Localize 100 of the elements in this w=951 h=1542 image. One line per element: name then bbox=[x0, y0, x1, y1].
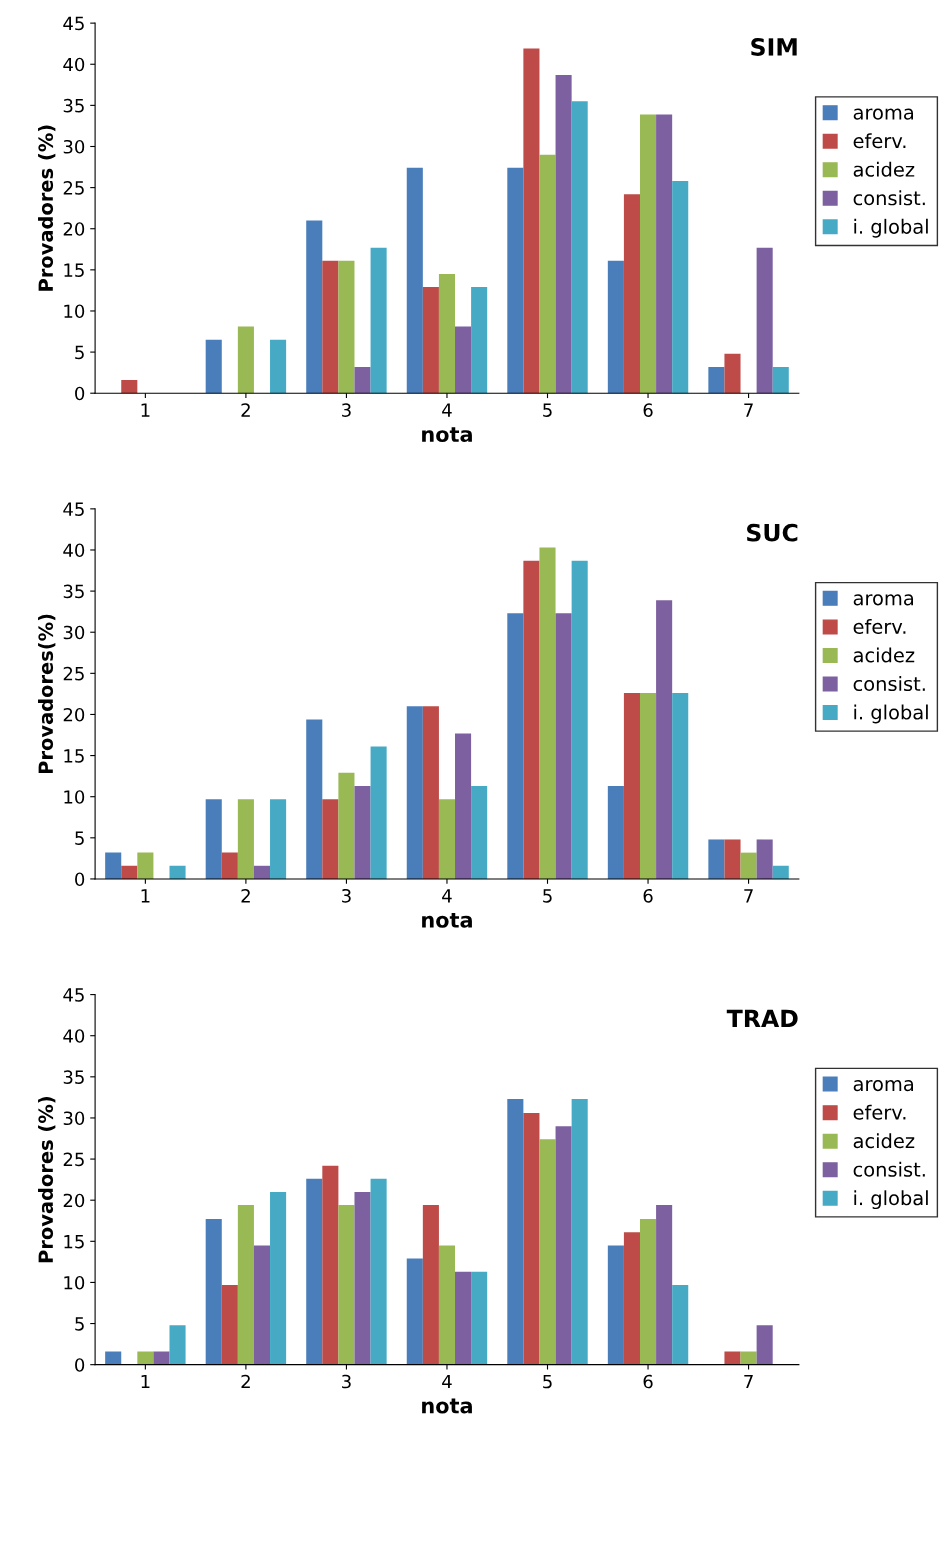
legend-label: eferv. bbox=[853, 1104, 906, 1120]
legend-label: i. global bbox=[854, 704, 928, 724]
bar bbox=[455, 733, 472, 879]
bar bbox=[708, 366, 725, 394]
bar bbox=[105, 852, 122, 879]
bar bbox=[471, 786, 488, 879]
legend-label: aroma bbox=[853, 108, 913, 120]
bar bbox=[571, 560, 588, 879]
bar bbox=[740, 852, 757, 879]
bar bbox=[539, 154, 556, 394]
bar bbox=[523, 1113, 540, 1365]
bar bbox=[322, 260, 339, 394]
y-tick-label: 25 bbox=[63, 1152, 84, 1167]
y-tick-label: 30 bbox=[63, 139, 85, 154]
bar bbox=[153, 1351, 170, 1365]
bar bbox=[507, 613, 524, 879]
bar bbox=[724, 353, 741, 394]
bar bbox=[338, 1205, 355, 1365]
bar bbox=[623, 194, 640, 394]
bar bbox=[772, 865, 789, 879]
bar bbox=[105, 1351, 122, 1365]
bar bbox=[370, 746, 387, 879]
x-tick-label: 5 bbox=[543, 403, 552, 417]
bar bbox=[322, 1165, 339, 1365]
bar bbox=[253, 865, 271, 879]
legend-label: consist. bbox=[853, 676, 925, 692]
bar bbox=[756, 1325, 773, 1365]
bar bbox=[756, 247, 773, 394]
y-tick-label: 20 bbox=[63, 1193, 85, 1208]
bar bbox=[523, 48, 540, 394]
x-tick-label: 2 bbox=[241, 403, 250, 417]
y-tick-label: 20 bbox=[63, 707, 85, 722]
y-tick-label: 20 bbox=[63, 222, 85, 236]
x-tick-label: 4 bbox=[442, 889, 452, 903]
x-tick-label: 2 bbox=[241, 1374, 250, 1389]
bar bbox=[121, 865, 138, 879]
legend-label: aroma bbox=[853, 594, 913, 606]
bar bbox=[406, 1258, 423, 1365]
bar bbox=[338, 260, 355, 394]
bar bbox=[571, 1099, 588, 1365]
bar bbox=[270, 1191, 287, 1365]
legend-label: acidez bbox=[853, 1133, 915, 1149]
x-tick-label: 3 bbox=[342, 403, 351, 417]
y-tick-label: 10 bbox=[64, 790, 85, 804]
x-tick-label: 5 bbox=[543, 1374, 552, 1389]
bar bbox=[571, 101, 588, 394]
bar bbox=[338, 772, 355, 879]
bar bbox=[656, 114, 673, 394]
x-tick-label: 1 bbox=[141, 403, 150, 417]
y-tick-label: 5 bbox=[75, 1317, 84, 1331]
bar bbox=[672, 1284, 689, 1365]
bar bbox=[656, 1205, 673, 1365]
y-axis-title: Provadores(%) bbox=[38, 614, 56, 774]
y-tick-label: 15 bbox=[64, 263, 84, 277]
text: SIM bbox=[751, 38, 797, 56]
bar bbox=[137, 1351, 154, 1365]
bar bbox=[237, 1205, 254, 1365]
y-tick-label: 40 bbox=[63, 57, 85, 72]
bar bbox=[438, 273, 456, 394]
bar bbox=[169, 865, 186, 879]
y-tick-label: 15 bbox=[64, 749, 84, 763]
bar bbox=[322, 799, 339, 879]
bar bbox=[205, 1219, 222, 1365]
bar bbox=[306, 719, 323, 879]
bar bbox=[672, 693, 689, 879]
y-tick-label: 35 bbox=[63, 98, 84, 113]
legend-label: consist. bbox=[853, 1161, 925, 1177]
y-tick-label: 25 bbox=[63, 181, 84, 195]
bar bbox=[555, 1126, 572, 1365]
text: SUC bbox=[747, 523, 798, 542]
x-tick-label: 5 bbox=[543, 889, 552, 903]
bar bbox=[370, 247, 387, 394]
y-tick-label: 25 bbox=[63, 666, 84, 681]
bar bbox=[656, 600, 673, 879]
x-tick-label: 4 bbox=[442, 403, 452, 417]
bar bbox=[507, 167, 524, 394]
bar bbox=[354, 1191, 371, 1365]
bar bbox=[555, 74, 572, 394]
x-axis-title: nota bbox=[422, 1398, 472, 1414]
x-tick-label: 1 bbox=[141, 1374, 150, 1389]
bar bbox=[555, 613, 572, 879]
bar bbox=[640, 693, 657, 879]
y-tick-label: 30 bbox=[63, 625, 85, 640]
bar bbox=[471, 287, 488, 394]
y-tick-label: 45 bbox=[63, 16, 84, 31]
bar bbox=[121, 380, 138, 394]
bar bbox=[607, 786, 624, 879]
y-tick-label: 0 bbox=[75, 1358, 85, 1372]
bar bbox=[270, 799, 287, 879]
y-tick-label: 40 bbox=[63, 1029, 85, 1043]
bar bbox=[354, 786, 371, 879]
bar bbox=[471, 1271, 488, 1365]
bar bbox=[205, 339, 222, 394]
bar bbox=[607, 1245, 624, 1365]
bar bbox=[455, 1271, 472, 1365]
x-tick-label: 3 bbox=[342, 1374, 351, 1389]
legend-label: aroma bbox=[853, 1080, 913, 1092]
bar bbox=[237, 326, 254, 394]
bar bbox=[169, 1325, 186, 1365]
bar bbox=[137, 852, 154, 879]
